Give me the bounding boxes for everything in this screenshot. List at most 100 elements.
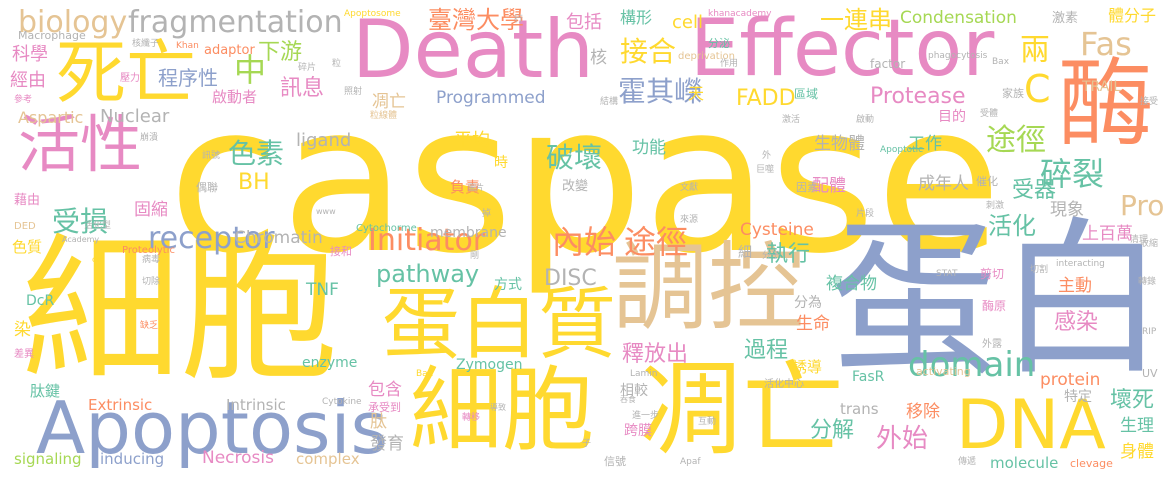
word-fenwei: 分為 (794, 295, 822, 311)
word-chuandi: 傳遞 (958, 457, 977, 467)
word-qidong: 啟動 (856, 115, 875, 125)
word-necrosis: Necrosis (202, 448, 274, 468)
word-huohua: 活化 (988, 212, 1036, 240)
word-enzyme: enzyme (302, 355, 358, 371)
word-cytokine: Cytokine (322, 397, 362, 407)
word-suilie: 碎裂 (1040, 155, 1105, 193)
word-danbai: 蛋白 (830, 202, 1166, 398)
word-guocheng: 過程 (744, 338, 789, 363)
word-pingjun: 平均 (454, 130, 490, 151)
word-huoqirong: 霍其嶸 (618, 75, 703, 108)
word-shengwuti: 生物體 (814, 134, 865, 154)
word-domain: domain (908, 345, 1036, 385)
word-sezhi: 色質 (12, 238, 43, 256)
word-molecule: molecule (990, 454, 1059, 472)
word-yichu: 移除 (906, 402, 940, 422)
word-gongzuo: 工作 (908, 134, 942, 154)
word-protease: Protease (870, 84, 966, 109)
word-shenti: 身體 (1120, 442, 1154, 462)
word-biology: biology (18, 5, 128, 40)
word-cytochorme: Cytochorme (356, 223, 417, 234)
word-fuhewu: 複合物 (826, 274, 877, 294)
word-effector: Effector (690, 4, 995, 94)
word-aspartic: Aspartic (18, 108, 84, 127)
word-chengnianren: 成年人 (918, 174, 969, 194)
word-xiangjiao: 相較 (620, 383, 648, 399)
word-initiator: Initiator (368, 223, 486, 258)
word-liang: 兩 (1020, 33, 1050, 68)
word-shifangchu: 釋放出 (622, 342, 689, 367)
word-membrane: membrane (430, 225, 507, 241)
word-apoptosis: Apoptosis (36, 386, 389, 470)
word-trans: trans (840, 400, 879, 418)
word-ligand: ligand (296, 130, 352, 151)
word-qiechu: 切除 (142, 277, 161, 287)
word-cysteine: Cysteine (740, 220, 814, 240)
word-siwang: 死亡 (56, 32, 196, 114)
word-xiayou: 下游 (258, 40, 303, 65)
word-stat: STAT (936, 269, 958, 279)
word-fuze: 負責 (450, 178, 481, 196)
word-ran: 染 (14, 320, 31, 340)
word-macrophage: Macrophage (18, 29, 86, 42)
word-hexianzi: 核纖子 (132, 39, 160, 49)
word-org: org (92, 255, 106, 264)
word-mei: 酶 (1058, 48, 1154, 160)
word-protein: protein (1040, 370, 1101, 390)
word-jiegou: 結構 (600, 97, 619, 107)
word-gouxing: 構形 (620, 8, 653, 27)
word-tunshi: 吞食 (620, 395, 636, 404)
word-qingli: 清理 (1130, 235, 1149, 245)
word-teding: 特定 (1064, 389, 1092, 405)
word-suipian: 碎片 (298, 63, 317, 73)
word-chengshoudao: 承受到 (368, 401, 401, 414)
word-trail: TRAIL (1082, 79, 1122, 95)
word-meiyuan: 酶原 (982, 299, 1007, 313)
word-yali: 壓力 (120, 73, 140, 84)
word-activating: activating (916, 365, 971, 378)
word-deprivation: deprivation (678, 51, 735, 62)
word-jiehe: 接合 (620, 35, 677, 68)
word-waishi: 外始 (876, 424, 929, 454)
word-jinyibu: 進一步 (632, 411, 660, 421)
word-mudi: 目的 (938, 109, 966, 125)
word-youdao: 誘導 (792, 358, 823, 376)
word-xianxiang: 現象 (1050, 200, 1084, 220)
word-bh: BH (238, 170, 270, 195)
word-huoxing: 活性 (18, 108, 143, 181)
word-pianduan: 片段 (856, 209, 875, 219)
word-shengli: 生理 (1120, 416, 1154, 436)
word-tupian: 圖片 (468, 183, 484, 192)
word-tifenzi: 體分子 (1108, 6, 1157, 25)
word-interacting: interacting (1056, 259, 1105, 269)
word-yilianchuan: 一連串 (820, 6, 892, 34)
word-jisu: 激素 (1052, 11, 1079, 26)
word-lamin: Lamin (630, 369, 658, 379)
word-zi: 子 (582, 439, 592, 449)
word-shouti: 受體 (980, 109, 999, 119)
word-shi: 時 (494, 155, 508, 171)
word-xing: 行 (514, 15, 524, 25)
word-fangshi: 方式 (494, 277, 522, 293)
word-jingyou: 經由 (10, 70, 46, 91)
word-quefa: 缺乏 (140, 321, 159, 331)
word-pro: Pro (1120, 189, 1165, 222)
word-jianqie: 剪切 (980, 267, 1005, 281)
word-tujing: 途徑 (986, 123, 1046, 158)
word-chayi: 差異 (14, 349, 34, 360)
word-apoptosome: Apoptosome (344, 9, 401, 19)
word-chromatin: Chromatin (234, 228, 323, 248)
word-cankao: 參考 (14, 95, 33, 105)
word-apaf: Apaf (680, 457, 701, 467)
word-ntu: 臺灣大學 (428, 6, 524, 34)
word-gusuo: 固縮 (134, 200, 168, 220)
word-xunhao: 訊號 (202, 151, 221, 161)
word-shengming: 生命 (796, 314, 830, 334)
word-jushi: 巨噬 (756, 165, 775, 175)
word-apoptotic: Apoptotic (880, 145, 924, 155)
word-huaisi: 壞死 (1110, 388, 1155, 413)
word-zhixing: 執行 (766, 242, 811, 267)
word-zhuanlu: 轉錄 (1138, 277, 1157, 287)
word-condensation: Condensation (900, 8, 1017, 28)
word-bak: Bak (416, 369, 433, 379)
